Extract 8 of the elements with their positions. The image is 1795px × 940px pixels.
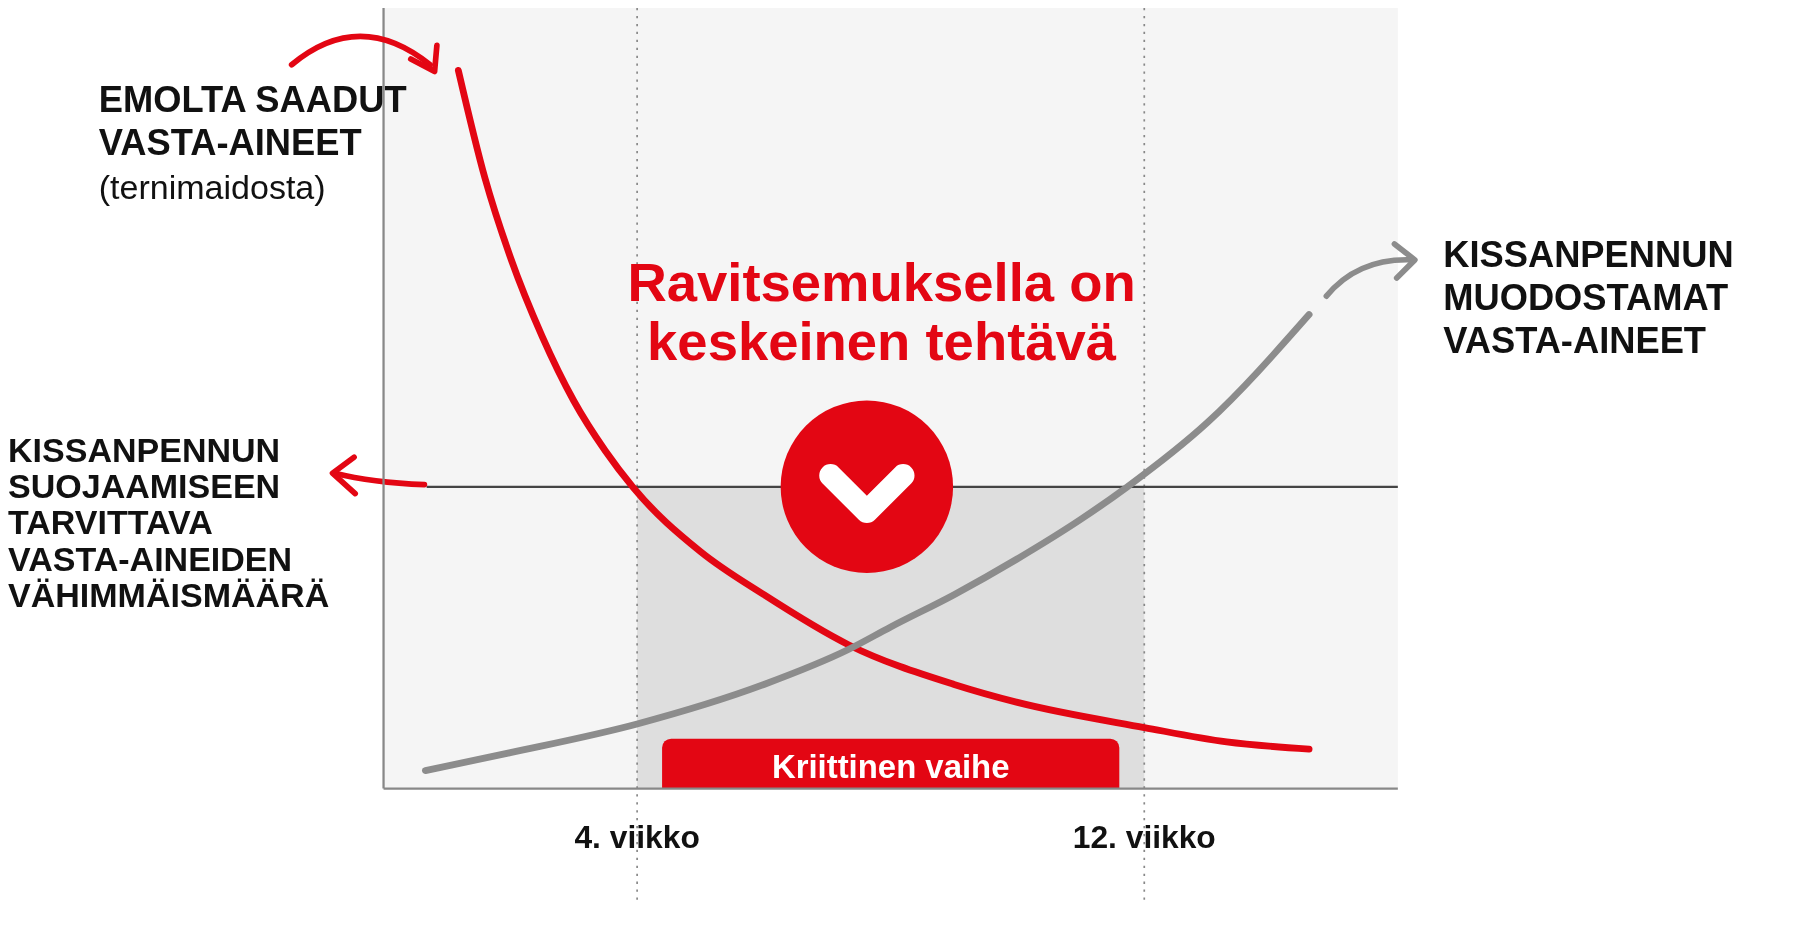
ref-line-label: KISSANPENNUN SUOJAAMISEEN TARVITTAVA VASTA-AINEIDEN VÄHIMMÄISMÄÄRÄ <box>8 430 330 615</box>
series-label: EMOLTA SAADUT VASTA-AINEET <box>98 79 407 164</box>
text: (ternimaidosta) <box>98 167 326 206</box>
band-label: Kriittinen vaihe <box>771 748 1010 786</box>
x-tick-label: 12. viikko <box>1072 818 1216 855</box>
legend-label: KISSANPENNUN MUODOSTAMAT VASTA-AINEET <box>1443 233 1734 361</box>
x-tick-label: 4. viikko <box>574 818 700 855</box>
text: Ravitsemuksella on keskeinen tehtävä <box>627 251 1136 372</box>
